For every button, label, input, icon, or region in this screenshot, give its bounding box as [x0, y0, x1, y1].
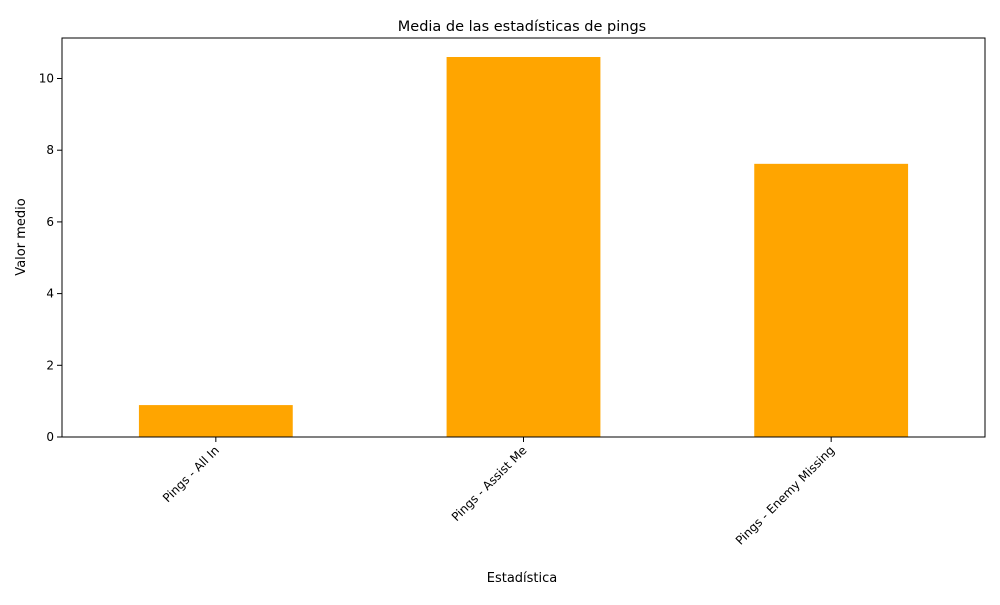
- y-tick-label: 6: [46, 215, 54, 229]
- x-tick-label: Pings - Assist Me: [449, 443, 530, 524]
- y-tick-label: 8: [46, 143, 54, 157]
- y-tick-label: 4: [46, 287, 54, 301]
- y-tick-label: 0: [46, 430, 54, 444]
- y-tick-label: 2: [46, 358, 54, 372]
- plot-frame: [61, 37, 986, 438]
- x-axis-label: Estadística: [487, 571, 558, 586]
- bar: [754, 163, 909, 437]
- y-tick-label: 10: [39, 72, 54, 86]
- bar: [138, 405, 293, 437]
- x-tick-label: Pings - Enemy Missing: [733, 443, 837, 547]
- x-tick-label: Pings - All In: [160, 443, 222, 505]
- chart-title: Media de las estadísticas de pings: [398, 19, 646, 35]
- y-axis-label: Valor medio: [14, 198, 29, 275]
- plot-area: Pings - All In Pings - Assist Me Pings - E…: [39, 37, 986, 548]
- bar: [446, 57, 601, 437]
